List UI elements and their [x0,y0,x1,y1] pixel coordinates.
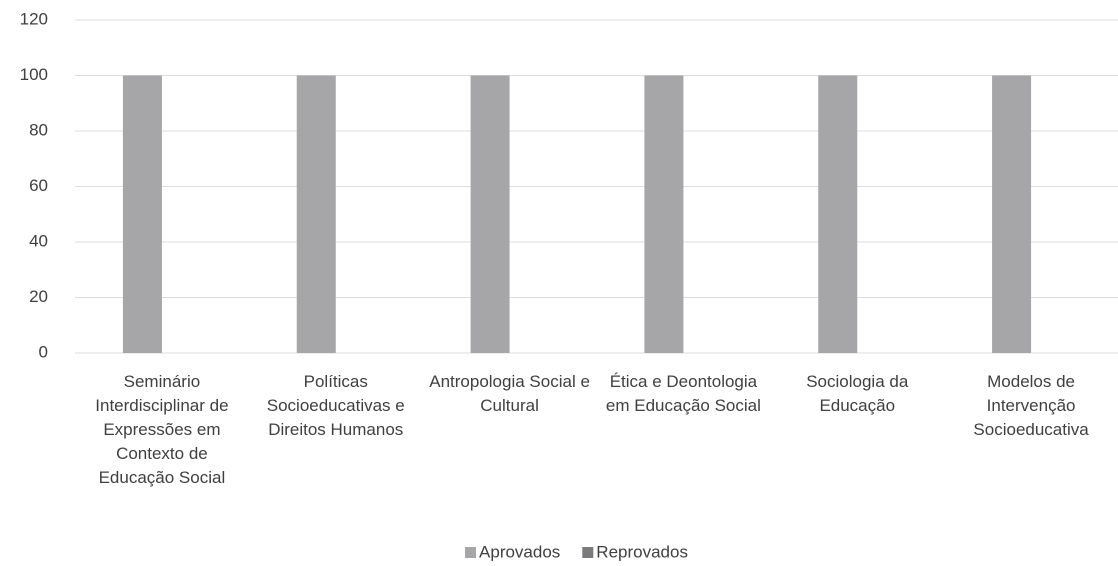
x-tick-label: Políticas Socioeducativas e Direitos Human… [267,372,405,439]
y-tick-label: 100 [20,65,48,84]
legend-label: Reprovados [596,542,688,561]
x-tick-label: Antropologia Social e Cultural [429,372,590,415]
bar [470,75,510,353]
legend-swatch [465,547,477,558]
y-tick-label: 40 [29,231,48,250]
y-tick-label: 120 [20,9,48,28]
y-tick-label: 0 [39,342,48,361]
legend-label: Aprovados [479,542,560,561]
legend-swatch [582,547,594,558]
y-tick-label: 20 [29,287,48,306]
legend: Aprovados Reprovados [465,542,688,561]
x-tick-label: Ética e Deontologia em Educação Social [606,372,761,415]
x-tick-label: Sociologia da Educação [806,372,909,415]
y-tick-label: 80 [29,120,48,139]
x-tick-label: Seminário Interdisciplinar de Expressões e… [95,372,228,487]
bar [818,75,858,353]
bar [122,75,162,353]
x-tick-label: Modelos de Intervenção Socioeducativa [973,372,1089,439]
bar [644,75,684,353]
bar [296,75,336,353]
bar [992,75,1032,353]
y-tick-label: 60 [29,176,48,195]
